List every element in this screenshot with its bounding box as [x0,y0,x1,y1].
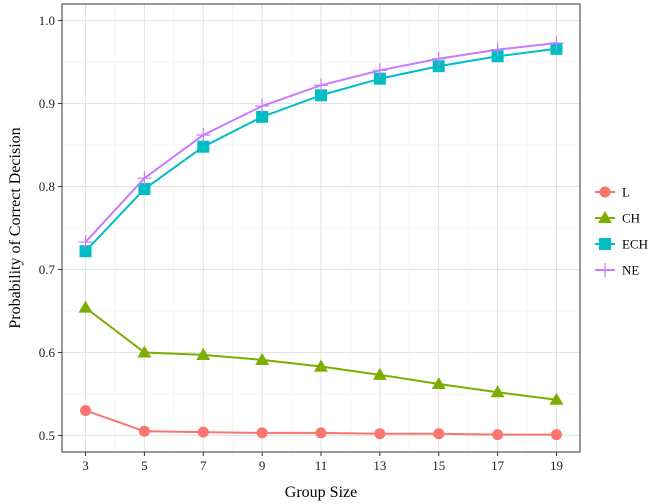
data-point-ech [197,140,210,153]
legend: L CH ECH NE [595,185,648,278]
legend-item-ne: NE [595,263,639,278]
x-tick-label: 13 [373,458,386,473]
x-tick-label: 5 [141,458,148,473]
data-point-ch [490,385,505,398]
data-point-l [256,427,268,439]
legend-item-l: L [595,185,630,200]
data-point-ne [255,99,270,114]
x-tick-label: 15 [432,458,445,473]
series-l [80,405,562,441]
y-tick-label: 0.5 [39,428,55,443]
axes: 3 5 7 9 11 13 15 17 19 0.5 0.6 0.7 0.8 0.9 1.0 [39,13,563,473]
legend-marker-l [599,186,611,198]
data-point-ch [431,376,446,390]
data-point-ech [79,245,92,258]
x-tick-label: 7 [200,458,207,473]
data-point-ne [78,235,93,250]
data-point-ech [373,72,386,85]
data-point-ch [314,359,328,372]
data-point-l [374,428,386,440]
data-point-ech [432,60,445,73]
data-point-ne [490,42,505,57]
y-axis-title: Probability of Correct Decision [7,127,24,328]
legend-item-ch: CH [595,211,640,226]
data-point-l [197,426,209,438]
data-point-l [138,425,150,437]
y-tick-label: 0.7 [39,262,56,277]
data-point-ne [372,63,387,78]
data-point-l [492,429,504,441]
y-tick-label: 0.8 [39,179,55,194]
legend-marker-ch [598,211,612,224]
data-point-l [433,428,445,440]
legend-label-ech: ECH [622,237,648,252]
data-point-l [80,405,92,417]
x-tick-label: 11 [315,458,328,473]
data-point-ch [196,347,211,360]
data-point-ne [549,35,564,50]
legend-marker-ne [598,263,612,277]
data-point-ch [137,345,152,358]
y-tick-label: 1.0 [39,13,55,28]
data-point-ech [315,89,327,102]
series-ne [78,35,564,250]
x-axis-title: Group Size [285,484,357,501]
data-point-l [315,427,327,439]
data-point-ch [255,352,270,365]
data-point-ne [137,171,152,186]
legend-label-l: L [622,185,630,200]
data-point-ech [256,110,269,123]
y-tick-label: 0.6 [39,345,56,360]
data-point-ne [431,51,446,66]
series-ch [78,300,564,405]
series-layer [78,35,564,441]
legend-label-ne: NE [622,263,639,278]
x-tick-label: 3 [82,458,89,473]
data-point-l [550,429,562,441]
legend-label-ch: CH [622,211,640,226]
y-tick-label: 0.9 [39,96,55,111]
legend-item-ech: ECH [595,237,648,252]
data-point-ch [372,367,387,380]
data-point-ch [549,392,564,405]
data-point-ne [196,128,211,143]
x-tick-label: 19 [550,458,563,473]
data-point-ech [138,183,151,196]
data-point-ch [78,300,93,313]
grid-lines [62,4,580,452]
data-point-ne [314,78,328,93]
x-tick-label: 17 [491,458,505,473]
x-tick-label: 9 [259,458,266,473]
legend-marker-ech [599,238,611,250]
